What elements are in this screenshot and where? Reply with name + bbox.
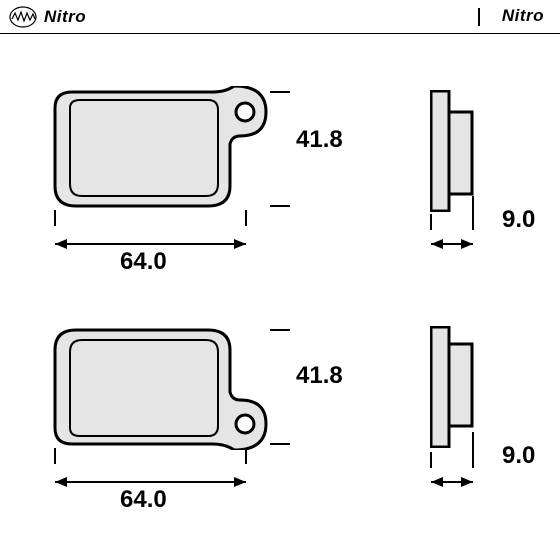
brand-logo: Nitro xyxy=(8,5,86,29)
diagram-canvas: 41.8 64.0 9.0 41.8 64.0 9.0 xyxy=(0,34,560,560)
logo-icon xyxy=(8,5,38,29)
dim-set-2 xyxy=(0,34,560,560)
dim-height-label-2: 41.8 xyxy=(296,362,343,390)
brand-text-right: Nitro xyxy=(502,6,544,26)
header-separator xyxy=(478,8,480,26)
dim-width-label-2: 64.0 xyxy=(120,486,167,514)
dim-thick-label-2: 9.0 xyxy=(502,442,535,470)
header-bar: Nitro Nitro xyxy=(0,0,560,34)
brand-text-left: Nitro xyxy=(44,7,86,27)
